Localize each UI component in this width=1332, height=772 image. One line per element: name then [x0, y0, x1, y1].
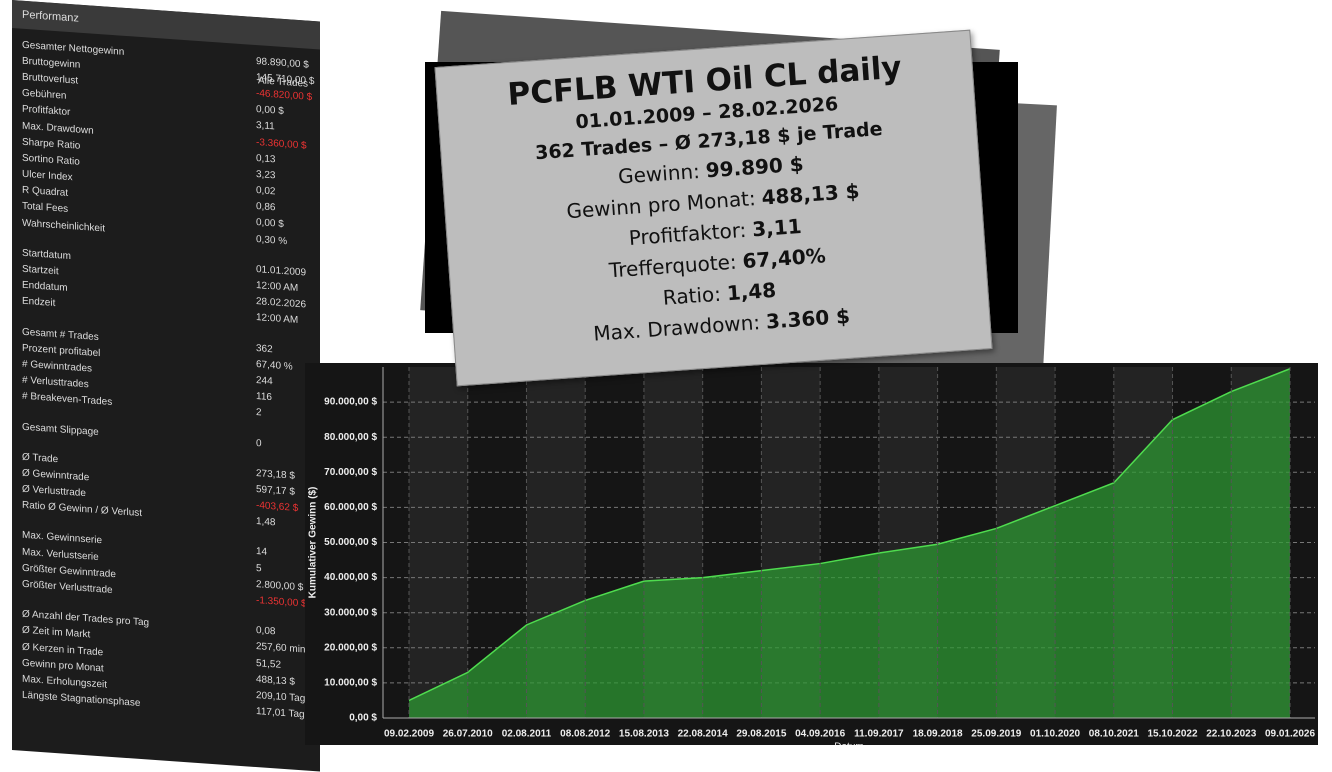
y-tick-label: 80.000,00 $ [324, 432, 377, 443]
x-tick-label: 04.09.2016 [795, 729, 845, 740]
x-tick-label: 18.09.2018 [913, 729, 963, 740]
stat-value: 2 [256, 407, 262, 419]
stat-value: 0,30 % [256, 233, 288, 247]
stat-value: 12:00 AM [256, 312, 299, 327]
summary-card: PCFLB WTI Oil CL daily 01.01.2009 – 28.0… [434, 29, 993, 387]
stat-value: 5 [256, 562, 262, 575]
stat-value: 362 [256, 342, 273, 355]
stat-value: 244 [256, 375, 273, 388]
stat-value: 0,08 [256, 625, 276, 638]
chart: 0,00 $ 10.000,00 $ 20.000,00 $ 30.000,00 $ 4… [305, 363, 1318, 745]
y-tick-label: 50.000,00 $ [324, 537, 377, 548]
stat-value: 273,18 $ [256, 467, 295, 482]
y-tick-label: 30.000,00 $ [324, 607, 377, 618]
stats-row: Gesamt Slippage 0 [12, 418, 320, 456]
card-value: 67,40% [741, 243, 827, 274]
y-tick-label: 60.000,00 $ [324, 502, 377, 513]
y-tick-label: 40.000,00 $ [324, 572, 377, 583]
stats-group: Startdatum 01.01.2009 Startzeit 12:00 AM End… [12, 244, 320, 330]
stat-value: 0,02 [256, 185, 276, 198]
x-tick-label: 26.07.2010 [443, 729, 493, 740]
x-tick-label: 29.08.2015 [736, 729, 786, 740]
x-tick-label: 22.08.2014 [678, 729, 728, 740]
x-tick-label: 09.01.2026 [1265, 729, 1315, 740]
y-tick-label: 10.000,00 $ [324, 678, 377, 689]
stat-value: 0,13 [256, 152, 276, 166]
stats-group: Ø Anzahl der Trades pro Tag 0,08 Ø Zeit im… [12, 606, 320, 725]
x-tick-label: 15.08.2013 [619, 729, 669, 740]
stat-value: 98.890,00 $ [256, 55, 309, 71]
card-label: Gewinn: [617, 158, 701, 189]
x-tick-label: 15.10.2022 [1148, 729, 1198, 740]
y-tick-label: 90.000,00 $ [324, 397, 377, 408]
stats-panel: Performanz Alle Trades Gesamter Nettogew… [12, 0, 320, 772]
y-tick-label: 0,00 $ [349, 713, 377, 724]
x-tick-label: 22.10.2023 [1206, 729, 1256, 740]
card-value: 99.890 $ [704, 151, 805, 183]
stats-group: Max. Gewinnserie 14 Max. Verlustserie 5 Größ… [12, 527, 320, 613]
stat-value: 12:00 AM [256, 280, 299, 295]
x-tick-label: 01.10.2020 [1030, 729, 1080, 740]
stat-value: 145.710,00 $ [256, 71, 315, 87]
stat-value: -3.360,00 $ [256, 136, 307, 152]
x-tick-label: 08.10.2021 [1089, 729, 1139, 740]
stat-value: 2.800,00 $ [256, 578, 304, 594]
stat-value: 209,10 Tage [256, 690, 311, 705]
stat-value: 1,48 [256, 516, 276, 529]
card-value: 488,13 $ [760, 178, 861, 210]
stat-value: 117,01 Tage [256, 706, 311, 722]
stat-value: 01.01.2009 [256, 263, 307, 279]
card-value: 1,48 [726, 277, 777, 306]
stat-value: 597,17 $ [256, 483, 295, 498]
stat-value: 0 [256, 437, 262, 449]
x-tick-label: 25.09.2019 [971, 729, 1021, 740]
stat-value: 3,11 [256, 120, 275, 133]
stat-value: -46.820,00 $ [256, 88, 313, 103]
stats-group: Gesamter Nettogewinn 98.890,00 $ Bruttogew… [12, 36, 320, 252]
area [409, 368, 1290, 718]
x-tick-label: 09.02.2009 [384, 729, 434, 740]
card-label: Trefferquote: [608, 249, 738, 283]
stat-value: 28.02.2026 [256, 296, 307, 311]
stat-value: 0,00 $ [256, 104, 284, 118]
stat-value: 0,86 [256, 201, 276, 214]
y-axis-label: Kumulativer Gewinn ($) [308, 487, 319, 599]
stat-value: 67,40 % [256, 358, 293, 373]
card-value: 3,11 [751, 213, 803, 242]
card-label: Ratio: [662, 281, 722, 310]
stat-value: 3,23 [256, 168, 276, 182]
stat-value: 116 [256, 391, 272, 404]
x-tick-label: 08.08.2012 [560, 729, 610, 740]
x-tick-label: 02.08.2011 [502, 729, 552, 740]
card-lines: Gewinn: 99.890 $ Gewinn pro Monat: 488,13 $… [443, 136, 990, 359]
x-axis-label: Datum [834, 742, 863, 745]
page: Performanz Alle Trades Gesamter Nettogew… [12, 0, 1318, 772]
stat-value: 14 [256, 546, 268, 559]
stat-label: Gesamt Slippage [22, 421, 99, 438]
stat-value: 0,00 $ [256, 217, 284, 231]
card-label: Profitfaktor: [628, 217, 748, 250]
x-tick-label: 11.09.2017 [854, 729, 904, 740]
stat-value: 257,60 min [256, 641, 306, 656]
stat-value: -1.350,00 $ [256, 595, 307, 610]
stats-rows: Gesamter Nettogewinn 98.890,00 $ Bruttogew… [12, 36, 320, 738]
band [409, 367, 468, 718]
card-value: 3.360 $ [765, 303, 851, 334]
stat-value: -403,62 $ [256, 500, 299, 515]
stats-group: Gesamt Slippage 0 [12, 418, 320, 456]
stat-value: 488,13 $ [256, 673, 295, 688]
stat-value: 51,52 [256, 657, 282, 671]
line [408, 368, 1291, 702]
stats-group: Gesamt # Trades 362 Prozent profitabel 67,4… [12, 323, 320, 425]
y-tick-label: 70.000,00 $ [324, 467, 377, 478]
y-tick-label: 20.000,00 $ [324, 642, 377, 653]
stats-group: Ø Trade 273,18 $ Ø Gewinntrade 597,17 $ Ø Ve… [12, 448, 320, 534]
